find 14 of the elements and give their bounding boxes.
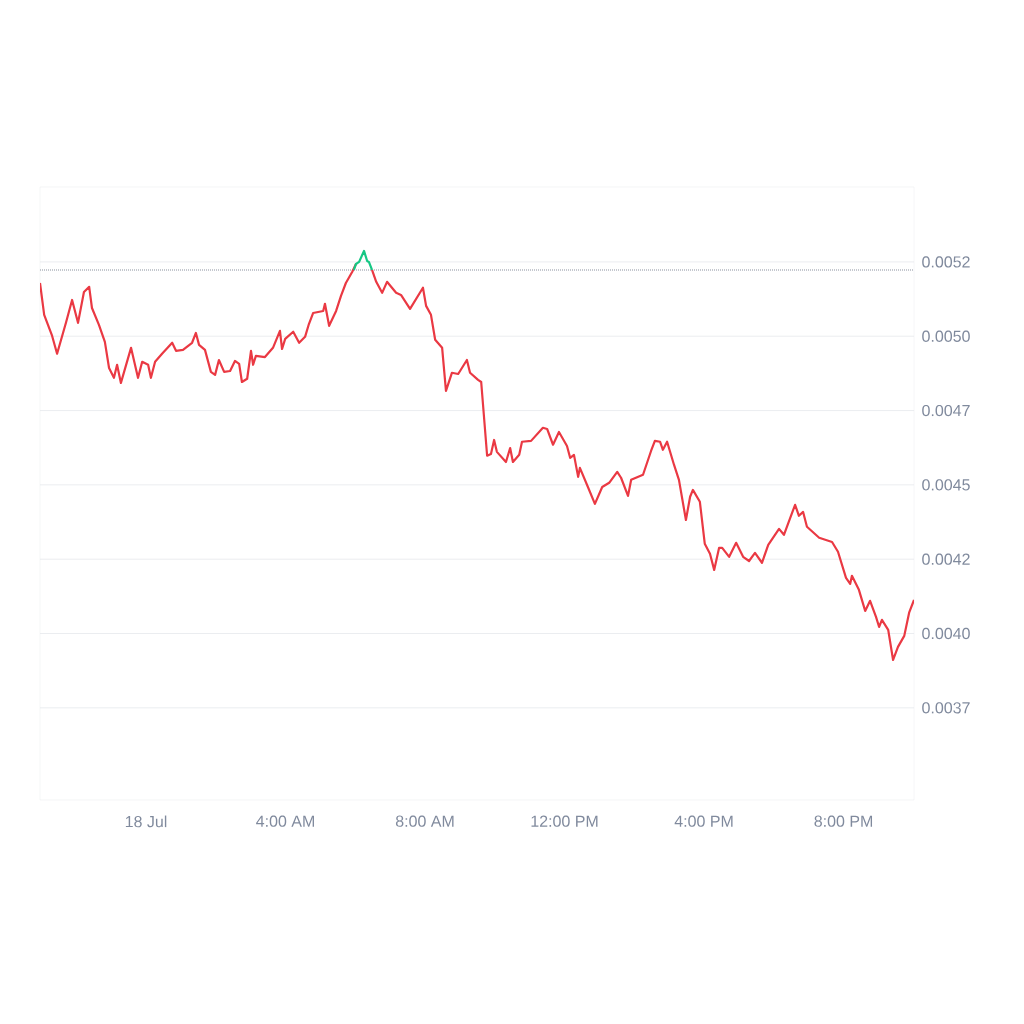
y-tick-label: 0.0045 [922,479,970,491]
y-tick-label: 0.0042 [922,553,970,565]
x-tick-label: 4:00 PM [674,815,733,827]
y-tick-label: 0.0047 [922,404,970,417]
x-tick-label: 4:00 AM [256,815,314,827]
y-tick-label: 0.0037 [922,702,970,714]
line-series [352,249,374,272]
x-tick-label: 8:00 PM [814,815,873,827]
y-tick-label: 0.0052 [922,256,970,268]
x-tick-label: 8:00 AM [395,815,454,827]
y-tick-label: 0.0050 [922,330,970,342]
x-tick-label: 18 Jul [125,815,167,828]
y-tick-label: 0.0040 [922,627,970,640]
x-tick-label: 12:00 PM [531,815,598,827]
